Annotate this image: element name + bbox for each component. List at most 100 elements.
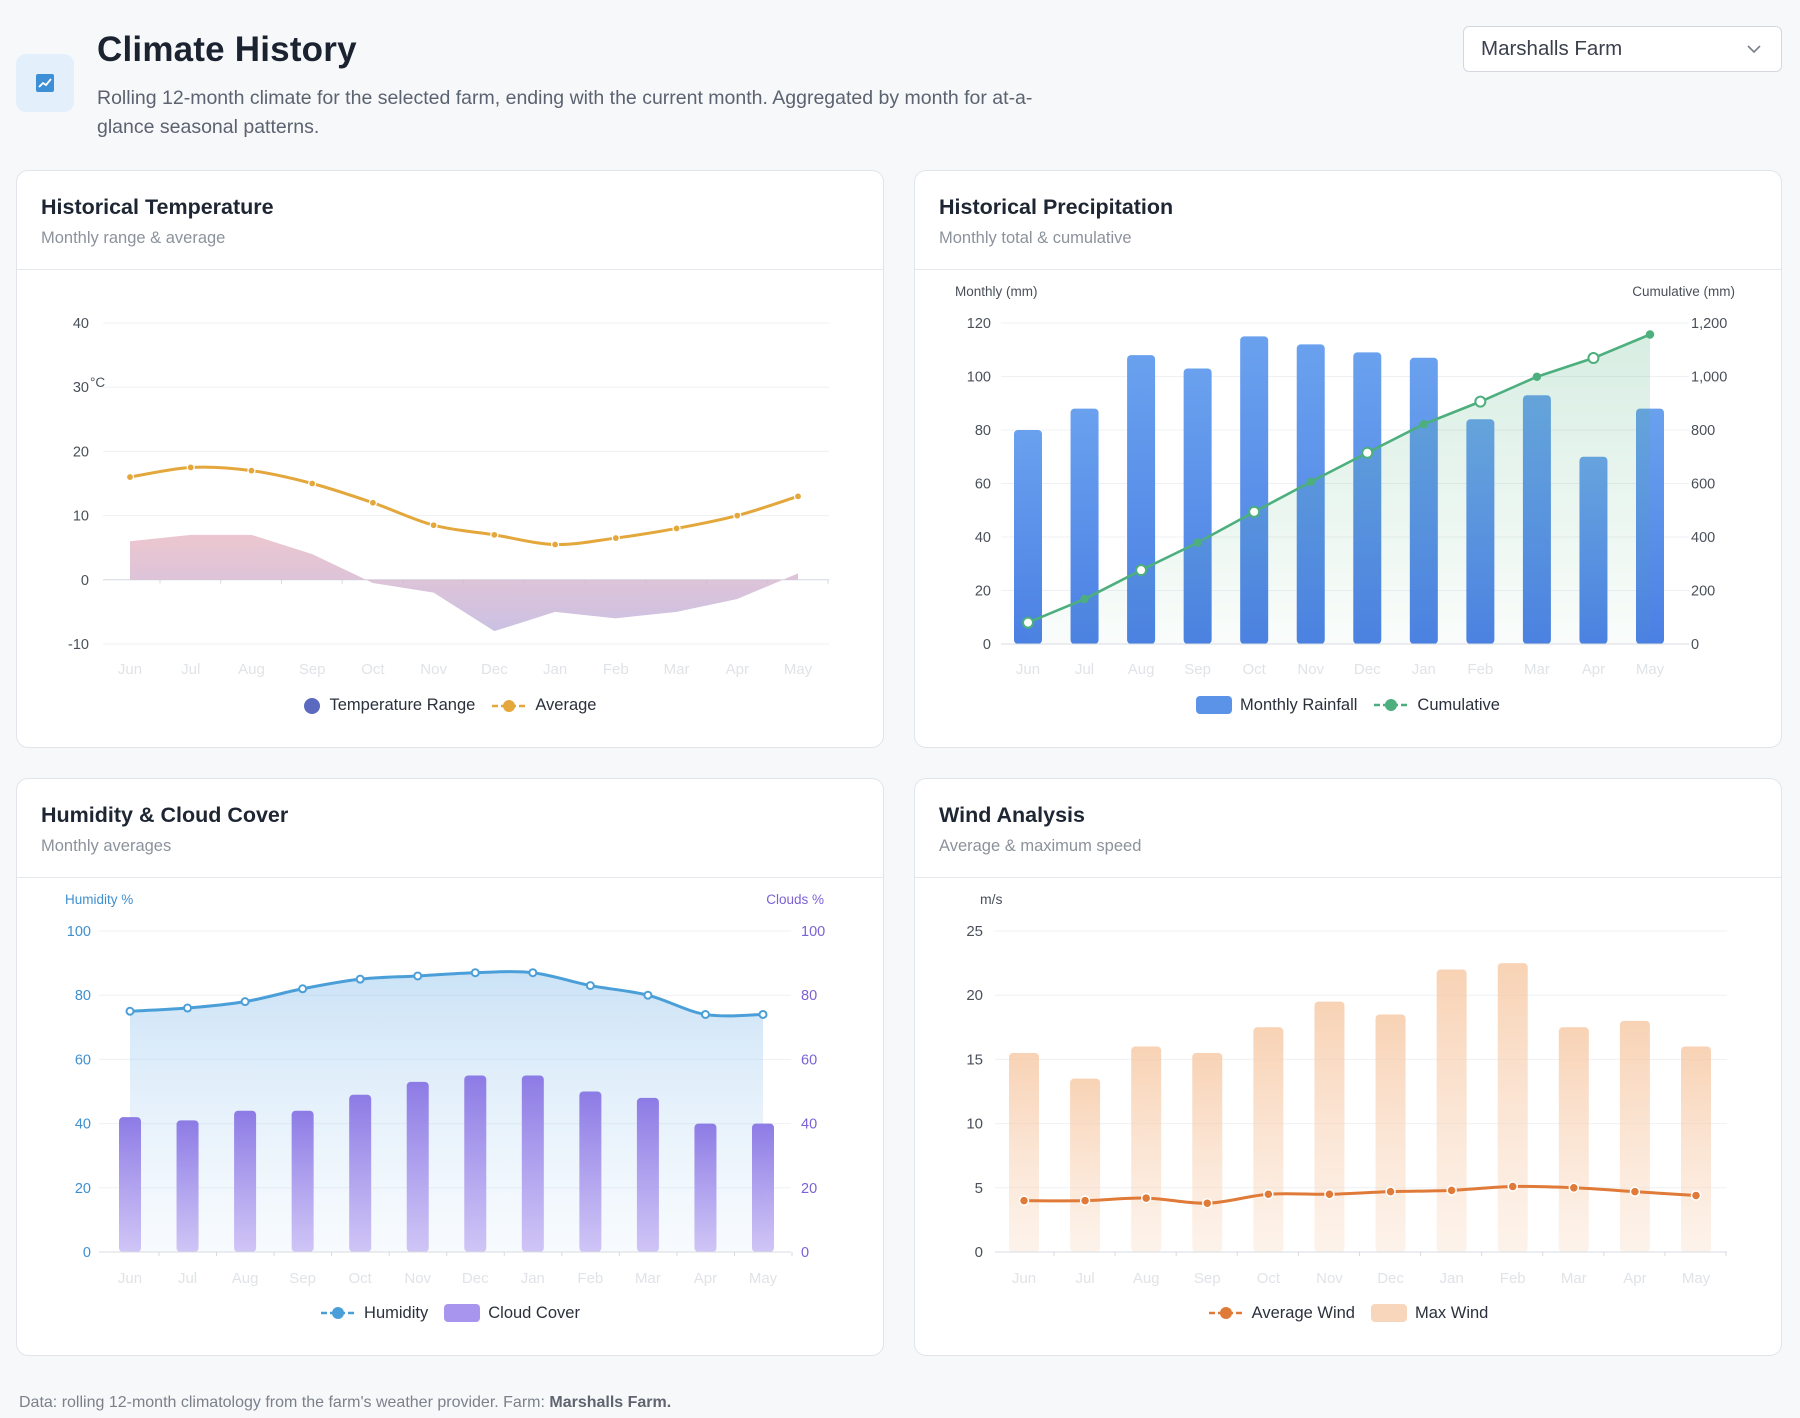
legend-item[interactable]: Cloud Cover [444,1303,580,1323]
legend-item[interactable]: Monthly Rainfall [1196,695,1357,715]
x-tick-label: Jun [1012,1270,1036,1287]
y2-tick-label: 600 [1691,477,1715,493]
y-tick-label: 20 [75,1181,91,1197]
y2-tick-label: 400 [1691,530,1715,546]
legend-swatch [1196,696,1233,714]
y2-tick-label: 40 [801,1117,817,1133]
average-wind-point [1079,1195,1091,1206]
legend-label: Average Wind [1251,1303,1355,1322]
y2-tick-label: 80 [801,988,817,1004]
y-axis-label: °C [90,375,105,390]
x-tick-label: Dec [481,661,508,678]
x-tick-label: Apr [1623,1270,1646,1287]
average-point [672,524,681,533]
cumulative-point [1361,446,1374,459]
x-tick-label: Nov [1297,661,1324,678]
x-tick-label: Feb [603,661,629,678]
y-tick-label: 30 [73,380,89,396]
y-tick-label: 15 [966,1051,983,1068]
x-tick-label: Dec [1354,661,1381,678]
y-tick-label: 0 [975,1244,983,1261]
legend-item[interactable]: Temperature Range [303,696,475,715]
x-tick-label: Aug [1128,661,1155,678]
legend-label: Cloud Cover [488,1303,580,1322]
legend-item[interactable]: Cumulative [1373,696,1500,715]
legend-swatch [1370,1304,1407,1322]
y-tick-label: 5 [975,1180,983,1197]
y-tick-label: 100 [67,924,91,940]
average-wind-line [1023,1184,1697,1205]
footer-text: Data: rolling 12-month climatology from … [19,1394,545,1411]
card-subtitle: Monthly total & cumulative [939,229,1132,247]
x-tick-label: Jul [178,1270,197,1287]
x-tick-label: Nov [420,661,447,678]
humidity-area [130,971,763,1252]
x-tick-label: Dec [1377,1270,1404,1287]
humidity-point [298,984,308,994]
y-tick-label: 25 [966,923,983,940]
temperature-range-area [130,534,798,632]
y-tick-label: 40 [975,530,991,546]
x-tick-label: Jun [1016,661,1040,678]
cumulative-point [1135,564,1148,577]
card-subtitle: Monthly range & average [41,229,226,247]
page-title: Climate History [97,30,357,69]
farm-select[interactable]: Marshalls Farm [1463,26,1782,72]
cloud-cover-bar [349,1094,372,1252]
cumulative-point [1474,395,1487,408]
x-tick-label: Aug [238,661,265,678]
cloud-cover-bar [176,1120,199,1252]
card-title: Humidity & Cloud Cover [41,803,289,827]
cloud-cover-bar [521,1075,544,1252]
average-point [611,533,620,543]
x-tick-label: Jul [1075,1270,1094,1287]
cumulative-point [1193,538,1202,547]
y-tick-label: 0 [983,637,991,653]
temperature-chart: -10 0 10 20 30 40 °C Jun Jul Aug Sep Oct Nov Dec Jan Fe… [68,316,829,678]
y2-tick-label: 0 [1691,637,1699,653]
legend-label: Temperature Range [329,696,476,714]
cloud-cover-bar [694,1123,717,1252]
x-tick-label: Mar [664,661,690,678]
average-wind-point [1629,1186,1641,1197]
legend-item[interactable]: Average [491,696,597,715]
average-point [429,521,438,530]
humidity-point [528,968,538,978]
average-wind-point [1263,1188,1274,1200]
card-title: Historical Temperature [41,195,274,219]
max-wind-bar [1375,1014,1406,1252]
x-tick-label: Sep [1184,661,1211,678]
x-tick-label: Jan [1440,1270,1464,1287]
x-tick-label: Aug [1133,1270,1160,1287]
average-point [186,463,195,472]
x-tick-label: Jan [521,1270,545,1287]
humidity-card: Humidity & Cloud Cover Monthly averages … [16,778,884,1356]
humidity-point [643,990,653,1000]
max-wind-bar [1131,1046,1162,1252]
x-tick-label: Jun [118,661,142,678]
max-wind-bar [1619,1020,1650,1252]
y2-tick-label: 60 [801,1052,817,1068]
average-wind-point [1140,1192,1152,1204]
y-axis-label: Monthly (mm) [955,284,1038,299]
humidity-point [585,981,595,991]
x-tick-label: Feb [577,1270,603,1287]
legend-item[interactable]: Average Wind [1208,1304,1355,1323]
precipitation-chart: 0 0 20 200 40 400 60 600 80 800 100 1,000 120 1,200 Mo… [955,284,1735,678]
x-tick-label: Nov [1316,1270,1343,1287]
x-tick-label: May [1682,1270,1711,1287]
legend-label: Average [535,696,597,714]
wind-legend: Average Wind Max Wind [915,1303,1781,1323]
legend-item[interactable]: Humidity [320,1304,428,1323]
precipitation-card: Historical Precipitation Monthly total &… [914,170,1782,748]
x-tick-label: May [749,1270,778,1287]
card-header: Historical Precipitation Monthly total &… [915,171,1781,270]
y2-tick-label: 1,000 [1691,370,1727,386]
humidity-legend: Humidity Cloud Cover [17,1303,883,1323]
y-tick-label: 10 [966,1116,983,1133]
wind-chart: 0 5 10 15 20 25 m/s Jun Jul Aug Sep Oct Nov Dec Jan Feb… [966,891,1727,1287]
average-point [368,498,378,507]
max-wind-bar [1497,963,1528,1252]
cumulative-line [1027,333,1651,624]
legend-item[interactable]: Max Wind [1370,1303,1488,1323]
